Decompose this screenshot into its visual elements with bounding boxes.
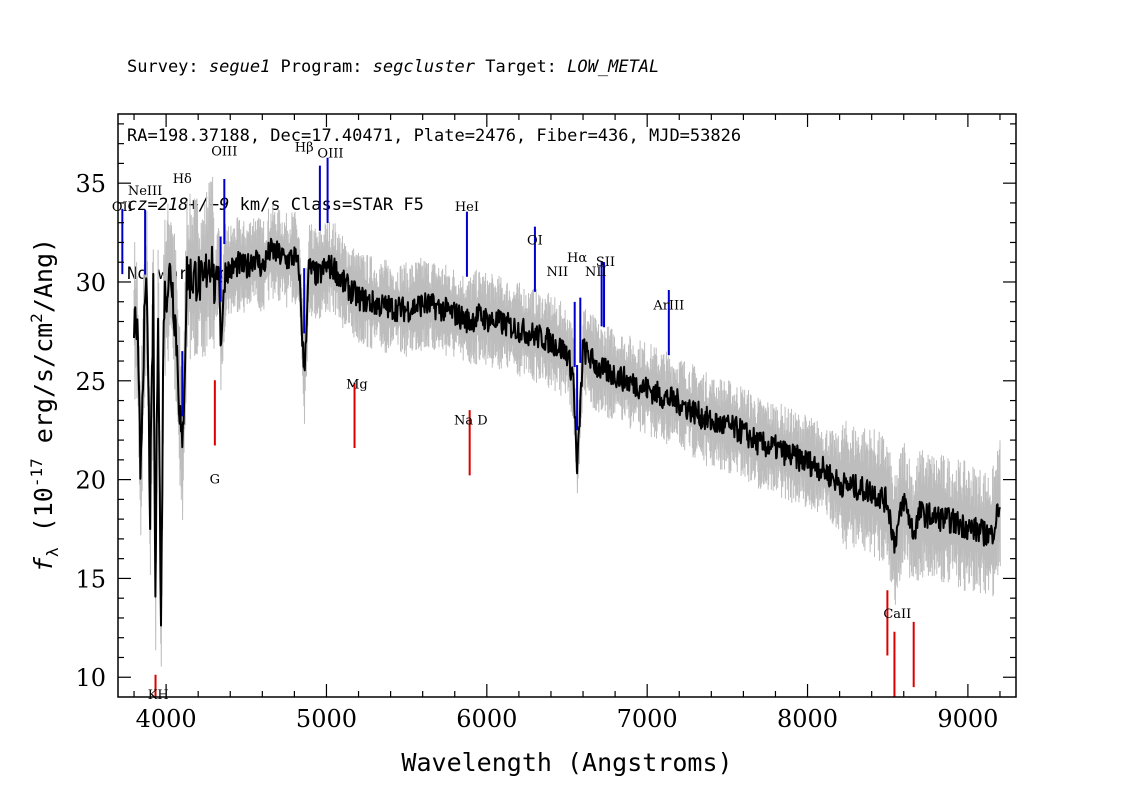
y-tick-label: 10: [75, 664, 106, 692]
program-value: segcluster: [372, 57, 476, 77]
target-label: Target:: [475, 57, 568, 77]
line-label-kh: KH: [148, 688, 169, 703]
line-label-mg: Mg: [346, 378, 368, 393]
line-label-h-: Hα: [567, 251, 587, 266]
line-label-oi: OI: [527, 233, 543, 248]
line-label-g: G: [210, 473, 220, 488]
noise-band-path: [133, 176, 1001, 667]
y-tick-label: 25: [75, 368, 106, 396]
y-tick-label: 35: [75, 170, 106, 198]
line-label-oiii: OIII: [317, 146, 343, 161]
line-label-h-: Hβ: [295, 141, 314, 156]
spectrum-header: Survey: segue1 Program: segcluster Targe…: [127, 10, 741, 309]
cz-unit-class: km/s Class=STAR F5: [239, 195, 424, 215]
line-label-nii: NII: [585, 265, 607, 280]
y-axis-title: fλ (10-17 erg/s/cm2/Ang): [27, 238, 62, 572]
survey-value: segue1: [208, 57, 271, 77]
x-tick-label: 8000: [777, 705, 838, 733]
y-tick-label: 30: [75, 269, 106, 297]
line-label-ariii: ArIII: [652, 299, 684, 314]
line-label-oiii: OIII: [211, 145, 237, 160]
line-label-sii: SII: [596, 255, 615, 270]
flux-line: [133, 237, 1001, 627]
x-axis-title: Wavelength (Angstroms): [401, 748, 732, 777]
header-line-coordinates: RA=198.37188, Dec=17.40471, Plate=2476, …: [127, 126, 742, 146]
target-value: LOW_METAL: [567, 57, 660, 77]
y-tick-label: 20: [75, 467, 106, 495]
line-label-neiii: NeIII: [128, 184, 162, 199]
x-tick-label: 7000: [617, 705, 678, 733]
x-tick-label: 6000: [456, 705, 517, 733]
line-label-caii: CaII: [883, 607, 911, 622]
plot-frame: [117, 113, 1017, 698]
x-tick-label: 9000: [937, 705, 998, 733]
line-markers: [121, 157, 915, 697]
y-tick-label: 15: [75, 565, 106, 593]
survey-label: Survey:: [127, 57, 209, 77]
cz-label: cz: [127, 195, 148, 215]
x-tick-label: 4000: [136, 705, 197, 733]
header-line-survey: Survey: segue1 Program: segcluster Targe…: [127, 56, 741, 79]
line-label-hei: HeI: [455, 200, 479, 215]
x-tick-label: 5000: [296, 705, 357, 733]
line-label-nii: NII: [547, 265, 569, 280]
program-label: Program:: [270, 57, 373, 77]
flux-series: [133, 237, 1001, 627]
axis-ticks: 4000 5000 6000 7000 8000 9000 10 15 20 25 30 35: [75, 114, 1016, 733]
line-label-h-: Hδ: [173, 172, 192, 187]
line-label-oii: OII: [112, 200, 133, 215]
line-label-na-d: Na D: [454, 413, 488, 428]
noise-band: [133, 176, 1001, 667]
